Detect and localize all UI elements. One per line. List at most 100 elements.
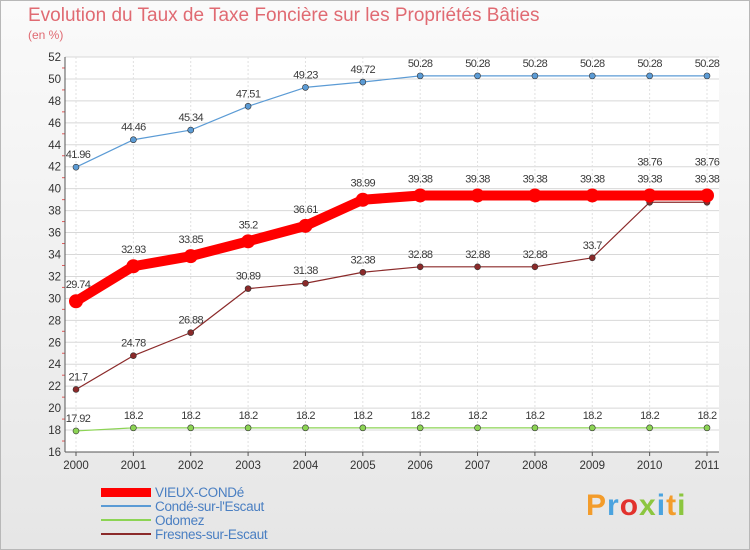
- data-label: 50.28: [408, 58, 433, 70]
- data-label: 18.2: [468, 410, 487, 422]
- y-tick-label: 48: [48, 96, 61, 108]
- logo-letter: x: [639, 489, 657, 522]
- data-point: [126, 259, 141, 274]
- data-point: [416, 263, 424, 271]
- data-label: 32.88: [465, 249, 490, 261]
- y-tick-label: 38: [48, 206, 61, 218]
- legend-swatch: [101, 519, 151, 521]
- data-point: [642, 188, 657, 203]
- logo-letter: i: [656, 489, 667, 522]
- data-label: 26.88: [178, 315, 203, 327]
- data-label: 49.72: [351, 64, 376, 76]
- data-point: [474, 424, 481, 432]
- data-point: [359, 268, 367, 276]
- proxiti-logo: Proxiti: [586, 489, 686, 523]
- y-tick-label: 30: [48, 293, 61, 305]
- data-point: [187, 329, 195, 336]
- legend-swatch: [101, 505, 151, 507]
- data-label: 50.28: [695, 58, 720, 70]
- legend-label: VIEUX-CONDé: [155, 484, 244, 500]
- data-label: 18.2: [583, 410, 602, 422]
- data-label: 18.2: [697, 410, 716, 422]
- data-point: [359, 78, 367, 86]
- logo-letter: P: [586, 489, 608, 522]
- x-tick-label: 2003: [235, 460, 261, 472]
- y-tick-label: 28: [48, 315, 61, 327]
- data-point: [69, 294, 83, 309]
- data-point: [585, 188, 600, 203]
- data-label: 39.38: [580, 173, 605, 185]
- x-tick-label: 2002: [178, 460, 204, 472]
- y-tick-label: 50: [48, 74, 61, 86]
- y-tick-label: 36: [48, 228, 61, 240]
- legend-swatch: [101, 487, 151, 497]
- data-point: [588, 72, 596, 80]
- y-tick-label: 20: [48, 403, 61, 415]
- legend-label: Condé-sur-l'Escaut: [155, 498, 264, 514]
- data-point: [302, 424, 309, 432]
- y-tick-label: 18: [48, 425, 61, 437]
- data-label: 35.2: [239, 219, 258, 231]
- series-line: [75, 75, 708, 168]
- x-tick-label: 2001: [121, 460, 147, 472]
- data-point: [72, 386, 80, 393]
- data-label: 33.85: [178, 234, 203, 246]
- data-label: 50.28: [637, 58, 662, 70]
- data-label: 18.2: [239, 410, 258, 422]
- data-point: [588, 254, 596, 262]
- data-point: [703, 72, 711, 80]
- data-point: [531, 72, 539, 80]
- y-tick-label: 46: [48, 118, 61, 130]
- data-point: [588, 424, 596, 432]
- data-label: 39.38: [523, 173, 548, 185]
- x-tick-label: 2008: [522, 460, 548, 472]
- y-tick-label: 52: [48, 52, 61, 64]
- legend-item: Fresnes-sur-Escaut: [101, 527, 268, 542]
- data-label: 49.23: [293, 69, 318, 81]
- data-point: [413, 188, 428, 203]
- chart-subtitle: (en %): [28, 28, 64, 42]
- x-tick-label: 2006: [407, 460, 433, 472]
- x-tick-label: 2000: [63, 460, 89, 472]
- data-label: 32.93: [121, 244, 146, 256]
- data-point: [531, 424, 539, 432]
- data-label: 32.88: [523, 249, 548, 261]
- y-tick-label: 22: [48, 381, 61, 393]
- y-tick-label: 32: [48, 271, 61, 283]
- data-label: 38.99: [351, 178, 376, 190]
- data-label: 39.38: [637, 173, 662, 185]
- data-point: [474, 72, 481, 80]
- x-tick-label: 2004: [293, 460, 319, 472]
- data-point: [130, 424, 137, 432]
- data-label: 39.38: [695, 173, 720, 185]
- data-label: 38.76: [637, 156, 662, 168]
- y-tick-label: 42: [48, 162, 61, 174]
- data-label: 50.28: [580, 58, 605, 70]
- data-label: 41.96: [66, 149, 91, 161]
- legend-item: VIEUX-CONDé: [101, 484, 267, 500]
- y-tick-label: 34: [48, 250, 61, 262]
- x-tick-label: 2007: [465, 460, 491, 472]
- data-point: [531, 263, 539, 271]
- logo-letter: r: [607, 489, 620, 522]
- data-label: 24.78: [121, 338, 146, 350]
- data-label: 32.88: [408, 249, 433, 261]
- logo-letter: t: [666, 489, 678, 522]
- legend: VIEUX-CONDé Condé-sur-l'Escaut Odomez Fresn…: [101, 484, 268, 542]
- data-point: [183, 249, 198, 264]
- data-point: [130, 136, 137, 144]
- data-point: [298, 218, 313, 233]
- data-label: 30.89: [236, 271, 261, 283]
- data-label: 47.51: [236, 88, 261, 100]
- data-point: [646, 72, 653, 80]
- data-point: [72, 163, 80, 171]
- data-point: [703, 424, 711, 432]
- data-point: [187, 126, 195, 134]
- y-tick-label: 26: [48, 337, 61, 349]
- legend-label: Odomez: [155, 512, 205, 528]
- data-point: [244, 102, 252, 110]
- data-label: 39.38: [408, 173, 433, 185]
- data-label: 18.2: [640, 410, 659, 422]
